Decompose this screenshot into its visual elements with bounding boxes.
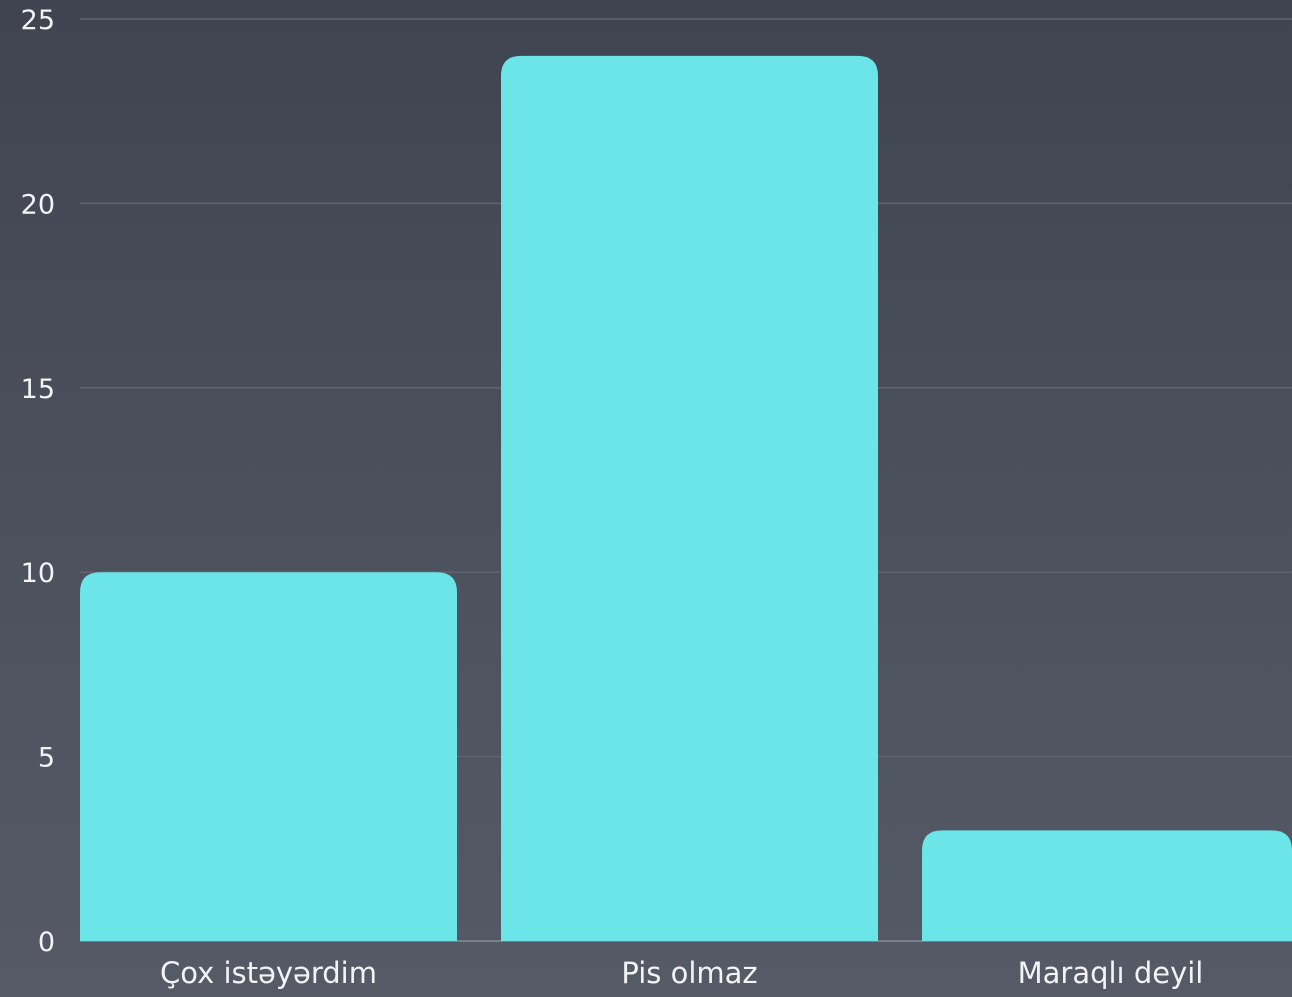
y-tick-label: 5 [38, 743, 55, 774]
bars [80, 55, 1292, 941]
x-category-label: Maraqlı deyil [1018, 956, 1204, 990]
bar-2 [922, 830, 1292, 941]
y-tick-label: 20 [21, 189, 55, 220]
y-tick-label: 25 [21, 5, 55, 36]
y-tick-label: 10 [21, 558, 55, 589]
y-axis-ticks: 0 5 10 15 20 25 [21, 5, 55, 958]
x-category-label: Çox istəyərdim [160, 956, 377, 990]
y-tick-label: 15 [21, 374, 55, 405]
bar-1 [501, 55, 878, 941]
bar-0 [80, 572, 457, 941]
x-axis-labels: Çox istəyərdim Pis olmaz Maraqlı deyil [160, 956, 1203, 990]
y-tick-label: 0 [38, 927, 55, 958]
x-category-label: Pis olmaz [621, 956, 757, 990]
